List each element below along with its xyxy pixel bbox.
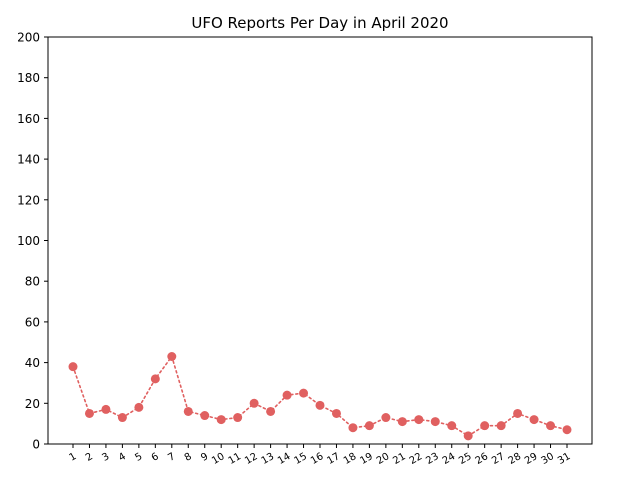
x-tick-label: 27 bbox=[490, 451, 507, 467]
data-point bbox=[315, 400, 325, 410]
data-point bbox=[447, 421, 457, 431]
data-point bbox=[101, 404, 111, 414]
x-tick-label: 16 bbox=[309, 451, 326, 467]
x-tick-label: 15 bbox=[293, 451, 310, 467]
data-point bbox=[463, 431, 473, 441]
x-tick-label: 21 bbox=[391, 451, 408, 467]
x-tick-label: 9 bbox=[199, 451, 210, 464]
data-point bbox=[68, 362, 78, 372]
data-point bbox=[496, 421, 506, 431]
x-tick-label: 13 bbox=[260, 451, 277, 467]
y-tick-label: 100 bbox=[17, 234, 40, 248]
x-tick-label: 30 bbox=[540, 451, 557, 467]
x-tick-label: 19 bbox=[358, 451, 375, 467]
x-tick-label: 14 bbox=[276, 451, 293, 467]
data-point bbox=[216, 415, 226, 425]
data-point bbox=[84, 408, 94, 418]
x-tick-label: 3 bbox=[100, 451, 111, 464]
x-tick-label: 2 bbox=[84, 451, 95, 464]
series-line bbox=[72, 354, 568, 437]
data-point bbox=[397, 417, 407, 427]
x-tick-label: 8 bbox=[183, 451, 194, 464]
data-point bbox=[513, 408, 523, 418]
x-tick-label: 1 bbox=[67, 451, 78, 464]
data-point bbox=[117, 413, 127, 423]
x-tick-label: 5 bbox=[133, 451, 144, 464]
x-tick-label: 10 bbox=[210, 451, 227, 467]
x-tick-label: 26 bbox=[474, 451, 491, 467]
x-tick-label: 29 bbox=[523, 451, 540, 467]
y-tick-label: 60 bbox=[25, 315, 40, 329]
data-point bbox=[299, 388, 309, 398]
data-point bbox=[546, 421, 556, 431]
x-axis: 1 2 3 4 5 6 7 8 9 10 11 12 13 14 15 16 17 18 19 20 21 22 23 24 2… bbox=[67, 444, 573, 467]
data-point bbox=[562, 425, 572, 435]
data-point bbox=[183, 406, 193, 416]
x-tick-label: 23 bbox=[424, 451, 441, 467]
x-tick-label: 7 bbox=[166, 451, 177, 464]
x-tick-label: 24 bbox=[441, 451, 458, 467]
plot-frame bbox=[47, 36, 593, 445]
y-tick-label: 180 bbox=[17, 71, 40, 85]
y-tick-label: 80 bbox=[25, 275, 40, 289]
x-tick-label: 25 bbox=[457, 451, 474, 467]
data-point bbox=[414, 415, 424, 425]
x-tick-label: 4 bbox=[117, 451, 128, 464]
y-tick-label: 120 bbox=[17, 193, 40, 207]
data-point bbox=[167, 351, 177, 361]
data-point bbox=[529, 415, 539, 425]
x-tick-label: 12 bbox=[243, 451, 260, 467]
y-tick-label: 140 bbox=[17, 153, 40, 167]
y-tick-label: 160 bbox=[17, 112, 40, 126]
data-point bbox=[233, 413, 243, 423]
y-tick-label: 0 bbox=[32, 438, 40, 452]
x-tick-label: 31 bbox=[556, 451, 573, 467]
data-point bbox=[266, 406, 276, 416]
data-point bbox=[200, 411, 210, 421]
data-point bbox=[364, 421, 374, 431]
series-group bbox=[68, 351, 572, 441]
y-tick-label: 200 bbox=[17, 31, 40, 45]
chart-title: UFO Reports Per Day in April 2020 bbox=[191, 14, 448, 32]
data-point bbox=[249, 398, 259, 408]
x-tick-label: 18 bbox=[342, 451, 359, 467]
x-tick-label: 28 bbox=[507, 451, 524, 467]
data-point bbox=[348, 423, 358, 433]
x-tick-label: 22 bbox=[408, 451, 425, 467]
data-point bbox=[331, 408, 341, 418]
data-point bbox=[430, 417, 440, 427]
data-point bbox=[381, 413, 391, 423]
y-tick-label: 40 bbox=[25, 356, 40, 370]
y-axis: 0 20 40 60 80 100 120 140 160 180 200 bbox=[17, 31, 48, 452]
x-tick-label: 17 bbox=[325, 451, 342, 467]
y-tick-label: 20 bbox=[25, 397, 40, 411]
data-point bbox=[150, 374, 160, 384]
data-point bbox=[282, 390, 292, 400]
data-point bbox=[134, 402, 144, 412]
data-point bbox=[480, 421, 490, 431]
x-tick-label: 6 bbox=[150, 451, 161, 464]
x-tick-label: 20 bbox=[375, 451, 392, 467]
x-tick-label: 11 bbox=[227, 451, 244, 467]
